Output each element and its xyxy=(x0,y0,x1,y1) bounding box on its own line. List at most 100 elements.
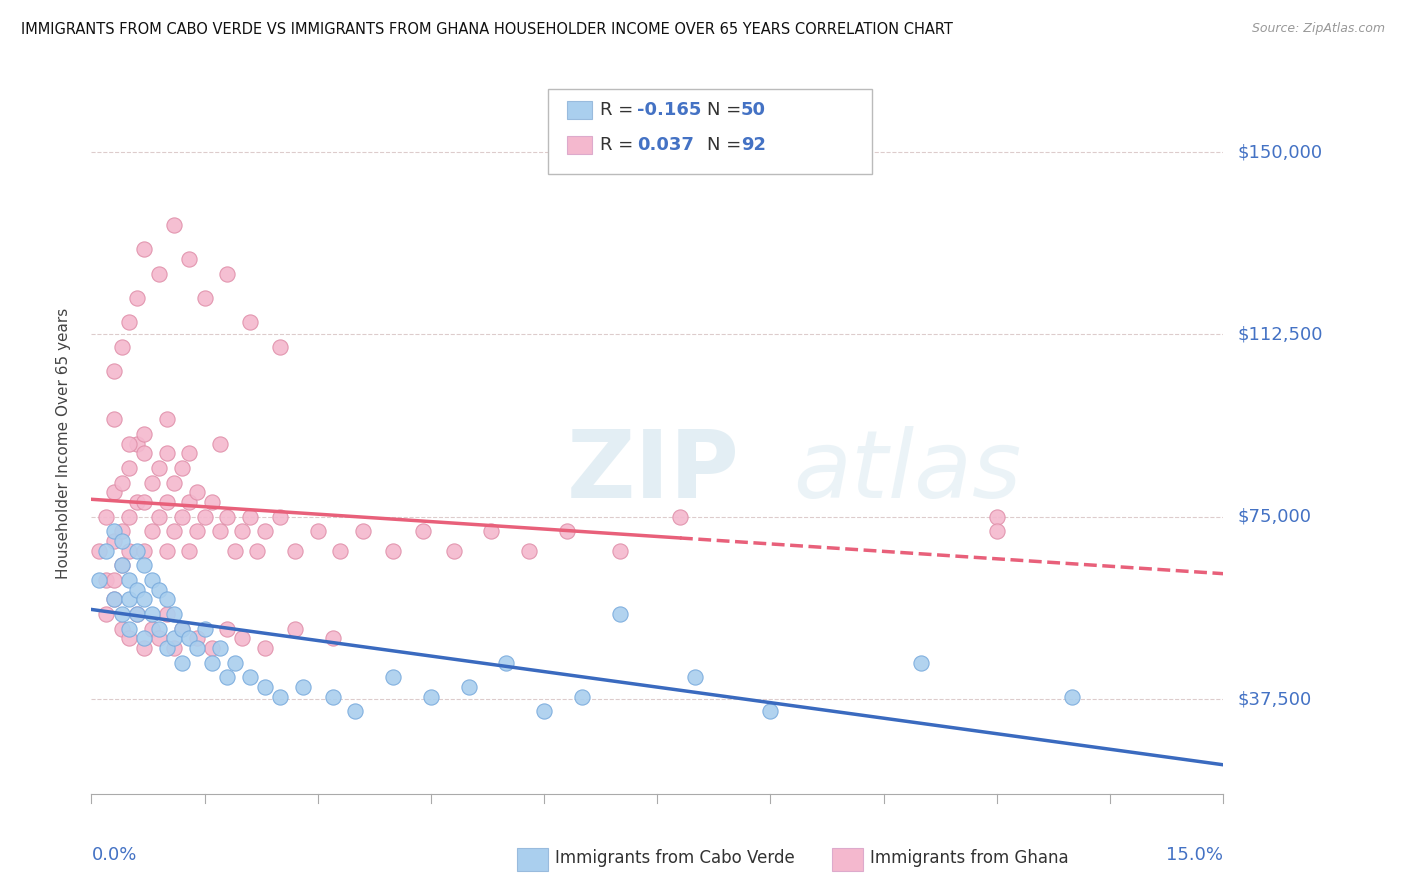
Point xyxy=(148,267,170,281)
Point xyxy=(412,524,434,539)
Point xyxy=(148,622,170,636)
Point xyxy=(382,543,405,558)
Point xyxy=(217,670,239,684)
Point xyxy=(269,339,291,353)
Point xyxy=(253,524,276,539)
Point xyxy=(103,534,125,549)
Point xyxy=(156,543,179,558)
Point xyxy=(110,339,132,353)
Point xyxy=(118,573,141,587)
Text: R =: R = xyxy=(600,136,640,154)
Text: -0.165: -0.165 xyxy=(637,101,702,119)
Text: N =: N = xyxy=(707,101,747,119)
Point xyxy=(759,704,782,718)
Point xyxy=(533,704,555,718)
Point xyxy=(193,622,217,636)
Point xyxy=(224,656,246,670)
Point xyxy=(193,291,217,305)
Text: 92: 92 xyxy=(741,136,766,154)
Point xyxy=(118,632,141,646)
Point xyxy=(110,524,132,539)
Point xyxy=(141,475,163,490)
Point xyxy=(156,412,179,426)
Point xyxy=(134,427,156,442)
Text: R =: R = xyxy=(600,101,640,119)
Point xyxy=(110,475,132,490)
Point xyxy=(201,640,224,655)
Point xyxy=(118,315,141,329)
Point xyxy=(208,436,231,450)
Point xyxy=(125,495,148,509)
Point xyxy=(141,622,163,636)
Point xyxy=(179,632,201,646)
Point xyxy=(179,446,201,460)
Point xyxy=(163,218,186,232)
Point xyxy=(239,315,262,329)
Text: atlas: atlas xyxy=(793,426,1021,517)
Point xyxy=(118,622,141,636)
Point xyxy=(118,461,141,475)
Point xyxy=(186,485,208,500)
Point xyxy=(96,573,118,587)
Point xyxy=(457,680,479,694)
Point xyxy=(495,656,517,670)
Point xyxy=(96,543,118,558)
Point xyxy=(148,582,170,597)
Point xyxy=(253,680,276,694)
Point xyxy=(134,632,156,646)
Point xyxy=(134,446,156,460)
Point xyxy=(322,632,344,646)
Point xyxy=(110,534,132,549)
Point xyxy=(208,524,231,539)
Point xyxy=(163,607,186,621)
Point xyxy=(103,592,125,607)
Point xyxy=(307,524,329,539)
Point xyxy=(103,412,125,426)
Point xyxy=(103,573,125,587)
Y-axis label: Householder Income Over 65 years: Householder Income Over 65 years xyxy=(56,308,70,580)
Point xyxy=(148,632,170,646)
Point xyxy=(163,475,186,490)
Point xyxy=(170,622,193,636)
Point xyxy=(609,543,631,558)
Point xyxy=(269,690,291,704)
Text: Immigrants from Ghana: Immigrants from Ghana xyxy=(870,849,1069,867)
Point xyxy=(96,509,118,524)
Point xyxy=(443,543,465,558)
Point xyxy=(193,509,217,524)
Point xyxy=(134,495,156,509)
Point xyxy=(163,632,186,646)
Point xyxy=(201,495,224,509)
Point xyxy=(156,495,179,509)
Text: IMMIGRANTS FROM CABO VERDE VS IMMIGRANTS FROM GHANA HOUSEHOLDER INCOME OVER 65 Y: IMMIGRANTS FROM CABO VERDE VS IMMIGRANTS… xyxy=(21,22,953,37)
Point xyxy=(110,558,132,573)
Point xyxy=(217,509,239,524)
Point xyxy=(419,690,441,704)
Text: Immigrants from Cabo Verde: Immigrants from Cabo Verde xyxy=(555,849,796,867)
Point xyxy=(208,640,231,655)
Point xyxy=(910,656,932,670)
Point xyxy=(141,607,163,621)
Point xyxy=(118,509,141,524)
Point xyxy=(231,632,253,646)
Point xyxy=(163,524,186,539)
Point xyxy=(253,640,276,655)
Point xyxy=(555,524,578,539)
Point xyxy=(186,524,208,539)
Point xyxy=(118,543,141,558)
Point xyxy=(163,640,186,655)
Point xyxy=(683,670,706,684)
Point xyxy=(201,656,224,670)
Text: $112,500: $112,500 xyxy=(1237,326,1323,343)
Point xyxy=(170,509,193,524)
Point xyxy=(284,543,307,558)
Point xyxy=(986,524,1008,539)
Text: $150,000: $150,000 xyxy=(1237,143,1322,161)
Point xyxy=(148,509,170,524)
Point xyxy=(134,543,156,558)
Text: 50: 50 xyxy=(741,101,766,119)
Point xyxy=(382,670,405,684)
Point xyxy=(118,592,141,607)
Point xyxy=(186,632,208,646)
Point xyxy=(125,436,148,450)
